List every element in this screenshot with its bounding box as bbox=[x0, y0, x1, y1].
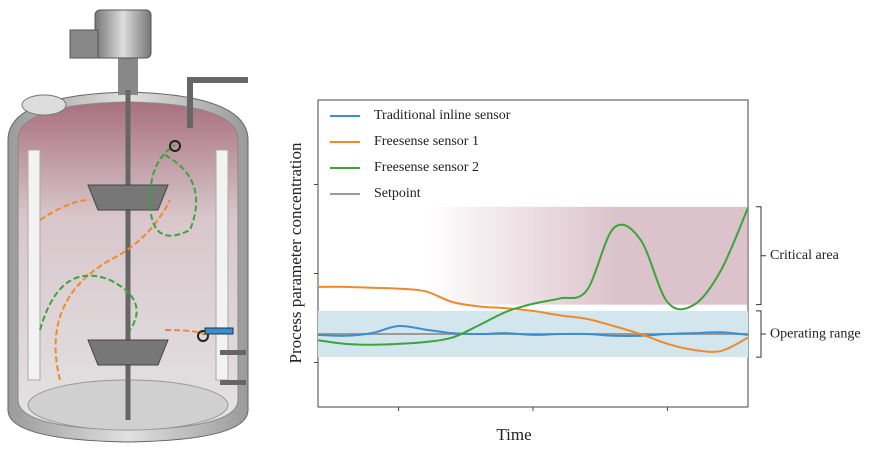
plot: Critical area Operating range Traditional … bbox=[314, 108, 861, 411]
band-label: Critical area bbox=[770, 248, 840, 263]
legend-label: Traditional inline sensor bbox=[374, 108, 511, 123]
legend-label: Setpoint bbox=[374, 186, 421, 201]
legend-label: Freesense sensor 2 bbox=[374, 160, 479, 175]
series-line bbox=[317, 285, 749, 353]
x-axis-label: Time bbox=[496, 425, 531, 444]
band bbox=[425, 206, 748, 305]
legend-label: Freesense sensor 1 bbox=[374, 134, 479, 149]
band-bracket bbox=[756, 206, 766, 306]
tank-illustration bbox=[7, 9, 249, 443]
y-axis-label: Process parameter concentration bbox=[286, 142, 305, 363]
series-line bbox=[317, 207, 749, 346]
series-line bbox=[317, 324, 749, 338]
band-bracket bbox=[756, 310, 766, 358]
band-label: Operating range bbox=[770, 326, 861, 341]
